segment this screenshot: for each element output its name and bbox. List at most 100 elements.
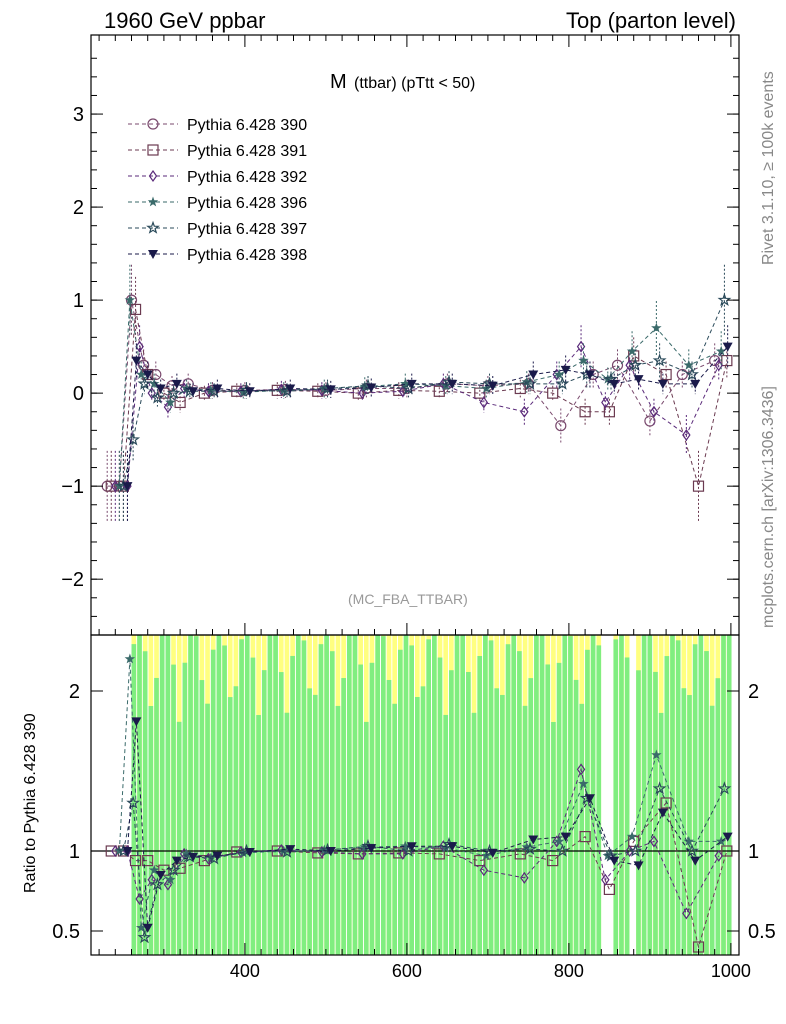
ratio-series-group xyxy=(105,653,733,953)
data-point xyxy=(147,196,159,207)
ratio-band-green xyxy=(182,662,188,955)
legend-label: Pythia 6.428 396 xyxy=(187,195,307,212)
ratio-band-green xyxy=(636,670,641,955)
data-point xyxy=(136,369,147,379)
ratio-y-tick-label-right: 0.5 xyxy=(748,921,776,943)
ratio-band-green xyxy=(335,705,341,955)
data-point xyxy=(325,385,336,395)
data-point xyxy=(142,370,153,380)
y-tick-label: −2 xyxy=(61,569,84,591)
header-left: 1960 GeV ppbar xyxy=(104,8,266,33)
data-point xyxy=(576,763,586,776)
ratio-band-green xyxy=(256,715,261,955)
ratio-band-green xyxy=(210,649,216,955)
ratio-band-green xyxy=(534,635,539,955)
ratio-band-green xyxy=(278,672,284,955)
ratio-plot-frame xyxy=(90,634,740,956)
data-point xyxy=(126,432,141,446)
series-line xyxy=(126,346,729,487)
ratio-band-green xyxy=(466,671,471,955)
data-point xyxy=(528,835,539,845)
data-point xyxy=(651,749,662,760)
ratio-band-green xyxy=(692,644,698,955)
ratio-band-green xyxy=(551,721,556,955)
y-tick-label: 1 xyxy=(73,290,84,312)
ratio-band-green xyxy=(483,635,488,955)
data-point xyxy=(584,370,595,380)
data-point xyxy=(124,653,136,664)
ratio-series-5 xyxy=(122,717,733,933)
data-point xyxy=(366,383,377,393)
ratio-bands xyxy=(91,635,739,955)
ratio-band-green xyxy=(341,678,346,955)
ratio-line xyxy=(126,721,728,928)
data-point xyxy=(181,848,192,859)
ratio-band-green xyxy=(500,694,505,955)
ratio-band-green xyxy=(647,635,653,955)
data-point xyxy=(163,878,173,891)
data-point xyxy=(358,847,367,860)
data-point xyxy=(611,359,624,371)
ratio-line xyxy=(118,658,722,928)
data-point xyxy=(135,340,144,353)
series-line xyxy=(107,300,715,487)
ratio-band-green xyxy=(380,636,386,955)
ratio-band-green xyxy=(154,677,159,955)
data-point xyxy=(131,717,142,727)
ratio-band-green xyxy=(307,688,312,955)
data-point xyxy=(722,832,733,842)
ratio-band-green xyxy=(227,697,233,955)
data-point xyxy=(633,861,644,871)
ratio-band-green xyxy=(222,645,227,955)
ratio-band-green xyxy=(148,706,154,955)
ratio-band-green xyxy=(188,635,193,955)
data-point xyxy=(400,378,411,389)
header-right: Top (parton level) xyxy=(566,8,736,33)
data-point xyxy=(692,480,705,492)
ratio-band-green xyxy=(477,656,483,955)
ratio-band-green xyxy=(386,679,392,955)
ratio-band-green xyxy=(420,686,426,955)
legend-label: Pythia 6.428 398 xyxy=(187,247,307,264)
data-point xyxy=(523,376,538,390)
ratio-band-green xyxy=(658,712,664,955)
data-point xyxy=(165,874,176,885)
main-series-group xyxy=(101,264,733,522)
ratio-band-green xyxy=(556,662,562,955)
ratio-band-green xyxy=(216,635,222,955)
series-1 xyxy=(105,276,733,522)
ratio-band-green xyxy=(726,635,732,955)
ratio-y-tick-label: 0.5 xyxy=(52,921,80,943)
data-point xyxy=(690,379,701,389)
data-point xyxy=(722,342,733,352)
ratio-band-green xyxy=(522,705,528,955)
data-point xyxy=(433,848,445,860)
data-point xyxy=(626,345,638,356)
ratio-band-green xyxy=(715,678,721,955)
ratio-band-green xyxy=(675,640,681,955)
data-point xyxy=(212,384,223,394)
ratio-band-green xyxy=(579,703,585,955)
data-point xyxy=(685,367,700,381)
data-point xyxy=(135,892,144,906)
ratio-band-green xyxy=(573,679,579,955)
data-point xyxy=(165,396,176,407)
ratio-band-green xyxy=(295,635,301,955)
data-point xyxy=(683,835,694,846)
data-point xyxy=(547,387,559,399)
ratio-band-green xyxy=(312,694,318,955)
ratio-band-green xyxy=(664,656,670,955)
data-point xyxy=(584,794,595,804)
data-point xyxy=(166,862,181,877)
data-point xyxy=(657,808,668,818)
ratio-band-green xyxy=(488,640,494,955)
ratio-band-green xyxy=(392,703,397,955)
data-point xyxy=(147,118,159,130)
data-point xyxy=(579,406,591,418)
data-point xyxy=(393,847,405,859)
x-tick-label: 400 xyxy=(230,961,260,981)
data-point xyxy=(447,842,458,852)
data-point xyxy=(633,375,644,385)
ratio-band-green xyxy=(273,635,278,955)
